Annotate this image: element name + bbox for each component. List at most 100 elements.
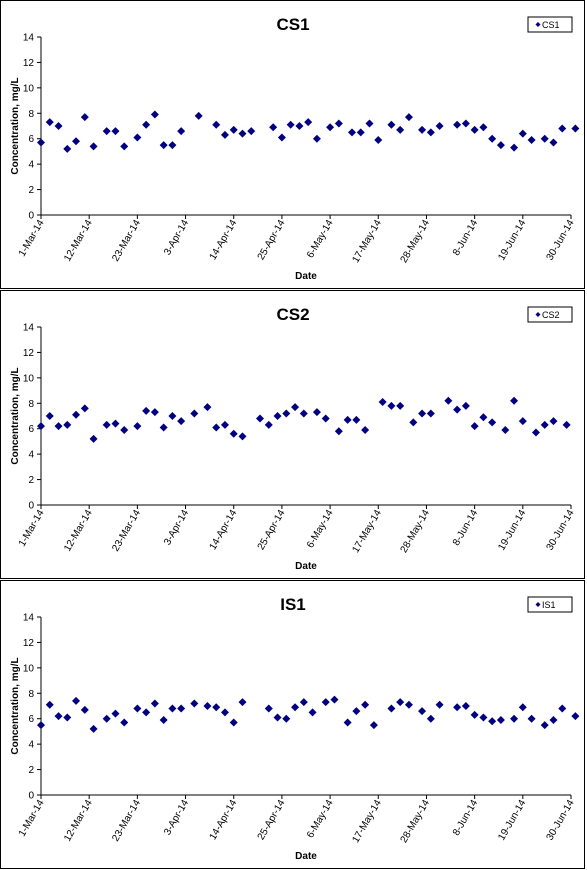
x-tick-label: 12-Mar-14 [62,218,95,264]
data-point [562,420,571,429]
x-tick-label: 17-May-14 [350,508,384,555]
data-point [286,120,295,129]
data-point [282,409,291,418]
data-point [133,133,142,142]
data-point [518,417,527,426]
data-point [264,420,273,429]
data-point [540,420,549,429]
y-tick-label: 0 [28,791,34,802]
data-point [212,423,221,432]
y-tick-label: 2 [28,185,34,196]
data-point [45,118,54,127]
data-point [558,124,567,133]
data-point [111,709,120,718]
chart-panel-cs2: CS2 0 2 4 6 8 10 12 14 1-Mar-14 12-Mar-14 23-Mar-14… [0,290,585,579]
data-point [501,425,510,434]
data-point [558,704,567,713]
y-tick-label: 2 [28,765,34,776]
data-point [571,712,580,721]
x-tick-label: 3-Apr-14 [162,798,191,838]
data-point [168,704,177,713]
data-point [304,118,313,127]
data-point [510,396,519,405]
data-point [159,141,168,150]
x-tick-label: 1-Mar-14 [17,218,47,259]
data-point [80,404,89,413]
data-point [63,420,72,429]
y-tick-label: 4 [28,160,34,171]
data-point [54,712,63,721]
data-point [418,125,427,134]
x-axis-title: Date [295,851,317,862]
data-point [299,409,308,418]
data-point [89,142,98,151]
y-axis-title: Concentration, mg/L [10,77,21,174]
data-point [387,401,396,410]
y-tick-label: 4 [28,740,34,751]
data-point [510,143,519,152]
data-point [37,138,45,147]
data-point [177,704,186,713]
data-point [220,708,229,717]
chart-svg-cs2: CS2 0 2 4 6 8 10 12 14 1-Mar-14 12-Mar-14 23-Mar-14… [10,305,577,572]
y-tick-label: 10 [23,373,35,384]
y-tick-label: 12 [23,348,35,359]
data-point [102,714,111,723]
x-axis-title: Date [295,271,317,282]
data-point [444,396,453,405]
x-tick-label: 8-Jun-14 [451,798,480,838]
data-point [343,718,352,727]
data-point [190,699,199,708]
data-point [361,425,370,434]
data-point [159,423,168,432]
data-point [549,138,558,147]
data-point [479,413,488,422]
data-point [229,429,238,438]
y-axis-title: Concentration, mg/L [10,367,21,464]
data-point [352,415,361,424]
x-tick-label: 19-Jun-14 [496,508,528,553]
data-point [295,122,304,130]
x-tick-label: 19-Jun-14 [496,798,528,843]
data-point [45,700,54,709]
data-point [63,144,72,153]
data-point [142,708,151,717]
data-point [549,417,558,426]
data-point [220,130,229,139]
data-point [453,405,462,414]
data-point [549,715,558,724]
data-point [404,113,413,122]
x-tick-label: 23-Mar-14 [110,798,143,844]
data-point [418,409,427,418]
data-point [312,408,321,417]
data-point [133,704,142,713]
data-point [150,408,159,417]
y-tick-label: 0 [28,501,34,512]
x-tick-label: 6-May-14 [305,508,336,550]
legend-box [527,306,573,323]
data-point [72,410,81,419]
x-tick-label: 1-Mar-14 [17,798,47,839]
data-point [54,122,63,130]
data-point [488,717,497,726]
data-point [220,420,229,429]
data-point [203,403,212,412]
data-point [369,721,378,730]
data-point [396,125,405,134]
data-point [80,113,89,122]
y-tick-label: 6 [28,424,34,435]
data-point [282,714,291,723]
data-point [326,123,335,132]
data-point [120,142,129,151]
x-tick-label: 23-Mar-14 [110,218,143,264]
y-tick-label: 8 [28,399,34,410]
data-point [120,425,129,434]
data-point [111,419,120,428]
x-tick-label: 3-Apr-14 [162,508,191,548]
legend: IS1 [527,596,573,613]
chart-title: CS2 [276,305,309,324]
x-tick-label: 28-May-14 [399,218,433,265]
x-tick-label: 19-Jun-14 [496,218,528,263]
data-point [212,703,221,712]
data-point [54,422,63,431]
